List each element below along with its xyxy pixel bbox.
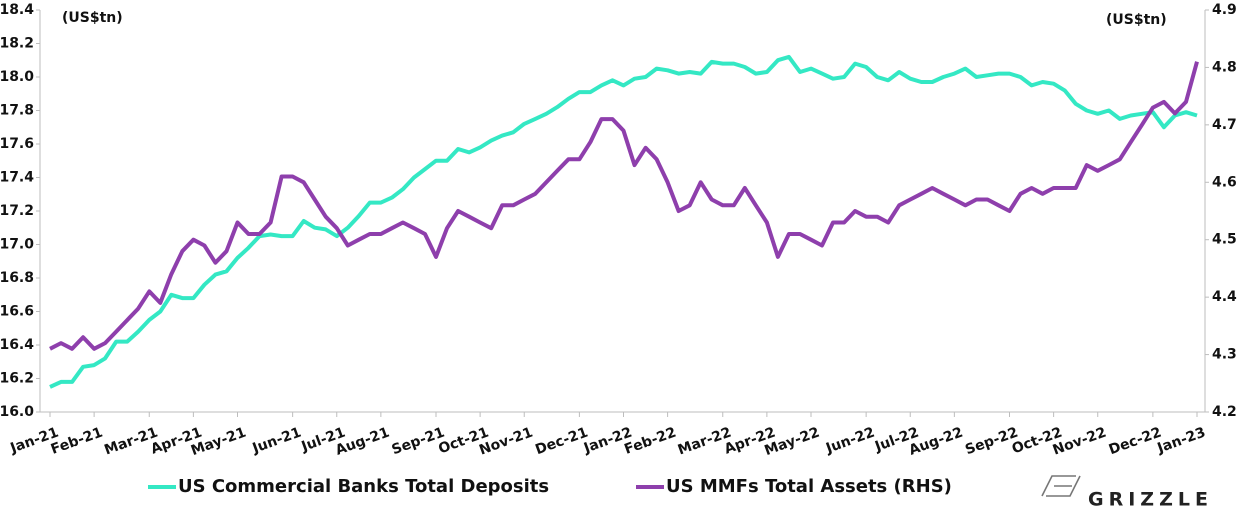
y2-tick-label: 4.3	[1212, 347, 1237, 363]
left-axis-unit: (US$tn)	[62, 10, 123, 26]
y-tick-label: 17.4	[0, 170, 34, 186]
y2-tick-label: 4.2	[1212, 404, 1237, 420]
y2-tick-label: 4.9	[1212, 2, 1237, 18]
y2-tick-label: 4.5	[1212, 232, 1237, 248]
y-tick-label: 18.2	[0, 36, 34, 52]
series-line	[49, 61, 1199, 351]
y-tick-label: 18.4	[0, 2, 34, 18]
y2-tick-label: 4.7	[1212, 117, 1237, 133]
y-tick-label: 16.2	[0, 371, 34, 387]
y-tick-label: 16.8	[0, 270, 34, 286]
y-tick-label: 18.0	[0, 69, 34, 85]
x-tick-label: Feb-22	[622, 424, 678, 457]
y-tick-label: 17.6	[0, 136, 34, 152]
legend-label: US Commercial Banks Total Deposits	[178, 476, 549, 497]
y-tick-label: 16.0	[0, 404, 34, 420]
x-tick-label: Jun-22	[823, 424, 877, 457]
series-line	[49, 54, 1198, 389]
x-tick-label: Jun-21	[250, 424, 304, 457]
y2-tick-label: 4.8	[1212, 59, 1237, 75]
y2-tick-label: 4.6	[1212, 174, 1237, 190]
logo-text: GRIZZLE	[1088, 489, 1213, 511]
y-tick-label: 17.0	[0, 237, 34, 253]
logo-icon	[1041, 475, 1081, 497]
y-tick-label: 17.8	[0, 103, 34, 119]
x-tick-label: Feb-21	[49, 424, 105, 457]
y-tick-label: 17.2	[0, 203, 34, 219]
y-tick-label: 16.4	[0, 337, 34, 353]
y2-tick-label: 4.4	[1212, 289, 1237, 305]
y-tick-label: 16.6	[0, 304, 34, 320]
x-tick-label: Jan-23	[1154, 424, 1207, 456]
legend-label: US MMFs Total Assets (RHS)	[666, 476, 952, 497]
right-axis-unit: (US$tn)	[1106, 12, 1167, 28]
